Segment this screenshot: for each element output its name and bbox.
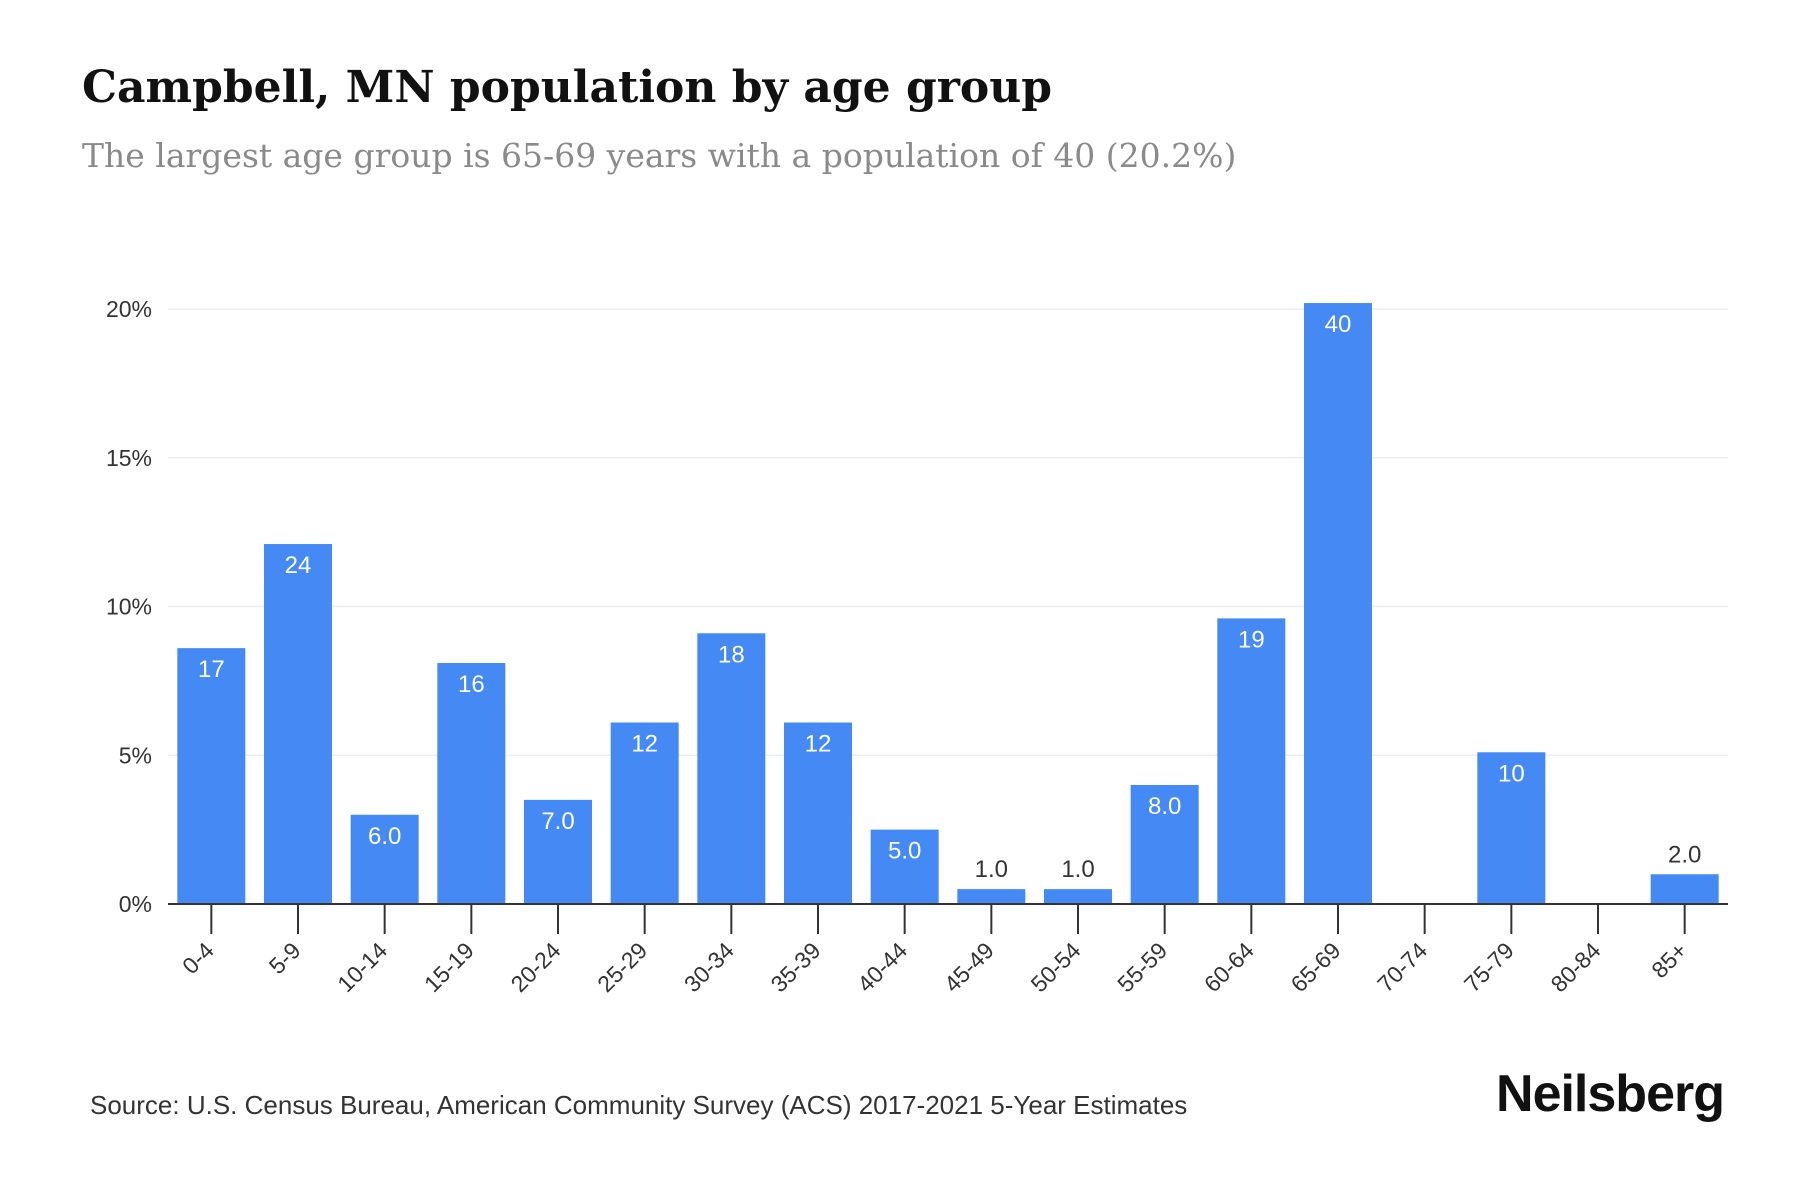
x-tick-label: 85+ — [1646, 937, 1692, 983]
y-axis-ticks: 0% 5% 10% 15% 20% — [106, 296, 152, 917]
chart-subtitle: The largest age group is 65-69 years wit… — [82, 136, 1237, 175]
bar — [1044, 889, 1112, 904]
x-tick-label: 65-69 — [1286, 937, 1346, 997]
bar — [610, 722, 679, 904]
bar — [1130, 785, 1199, 904]
brand-logo: Neilsberg — [1496, 1065, 1725, 1123]
bar — [264, 544, 332, 904]
bar — [784, 722, 852, 904]
x-tick-label: 30-34 — [679, 937, 739, 997]
y-tick-label: 15% — [106, 445, 152, 471]
x-tick-label: 0-4 — [177, 937, 219, 979]
gridlines — [168, 308, 1728, 756]
data-label: 10 — [1498, 760, 1525, 787]
data-label: 12 — [805, 731, 832, 758]
data-label: 24 — [285, 552, 312, 579]
x-tick-label: 25-29 — [592, 937, 652, 997]
x-tick-label: 40-44 — [852, 937, 912, 997]
x-tick-label: 60-64 — [1199, 937, 1259, 997]
bar — [350, 814, 419, 904]
data-label: 18 — [718, 641, 745, 668]
y-tick-label: 10% — [106, 594, 152, 620]
x-tick-label: 80-84 — [1546, 937, 1606, 997]
bar — [524, 799, 592, 904]
data-label: 6.0 — [368, 823, 401, 850]
x-tick-label: 70-74 — [1372, 937, 1432, 997]
chart-title: Campbell, MN population by age group — [82, 62, 1052, 113]
y-tick-label: 0% — [119, 891, 152, 917]
bar — [697, 633, 766, 904]
data-label: 5.0 — [888, 838, 921, 865]
x-tick-label: 15-19 — [419, 937, 479, 997]
bars — [177, 303, 1719, 904]
x-tick-label: 10-14 — [332, 937, 392, 997]
bar — [1217, 618, 1286, 904]
data-label: 16 — [458, 671, 485, 698]
y-tick-label: 20% — [106, 296, 152, 322]
data-label: 1.0 — [975, 856, 1008, 883]
bar — [177, 648, 246, 904]
data-label: 12 — [631, 731, 658, 758]
data-label: 40 — [1325, 311, 1352, 338]
x-axis — [168, 903, 1728, 934]
bar — [1477, 752, 1546, 904]
x-tick-label: 50-54 — [1026, 937, 1086, 997]
bar — [870, 829, 939, 904]
x-axis-ticks: 0-4 5-9 10-14 15-19 20-24 25-29 30-34 35-39 40-4… — [177, 937, 1692, 997]
y-tick-label: 5% — [119, 742, 152, 768]
source-note: Source: U.S. Census Bureau, American Com… — [90, 1090, 1188, 1120]
x-tick-label: 45-49 — [939, 937, 999, 997]
x-tick-label: 20-24 — [506, 937, 566, 997]
bar — [1304, 303, 1372, 904]
data-label: 19 — [1238, 626, 1265, 653]
bar — [1650, 874, 1719, 904]
x-tick-label: 75-79 — [1459, 937, 1519, 997]
data-label: 2.0 — [1668, 841, 1701, 868]
data-label: 1.0 — [1061, 856, 1094, 883]
x-tick-label: 35-39 — [766, 937, 826, 997]
data-labels: 17 24 6.0 16 7.0 12 18 12 5.0 1.0 1.0 8.0 19 40 10 2.0 — [198, 311, 1701, 883]
bar — [957, 889, 1026, 904]
data-label: 7.0 — [541, 808, 574, 835]
x-tick-label: 55-59 — [1112, 937, 1172, 997]
data-label: 17 — [198, 656, 225, 683]
bar — [437, 663, 506, 904]
x-tick-label: 5-9 — [264, 937, 306, 979]
data-label: 8.0 — [1148, 793, 1181, 820]
